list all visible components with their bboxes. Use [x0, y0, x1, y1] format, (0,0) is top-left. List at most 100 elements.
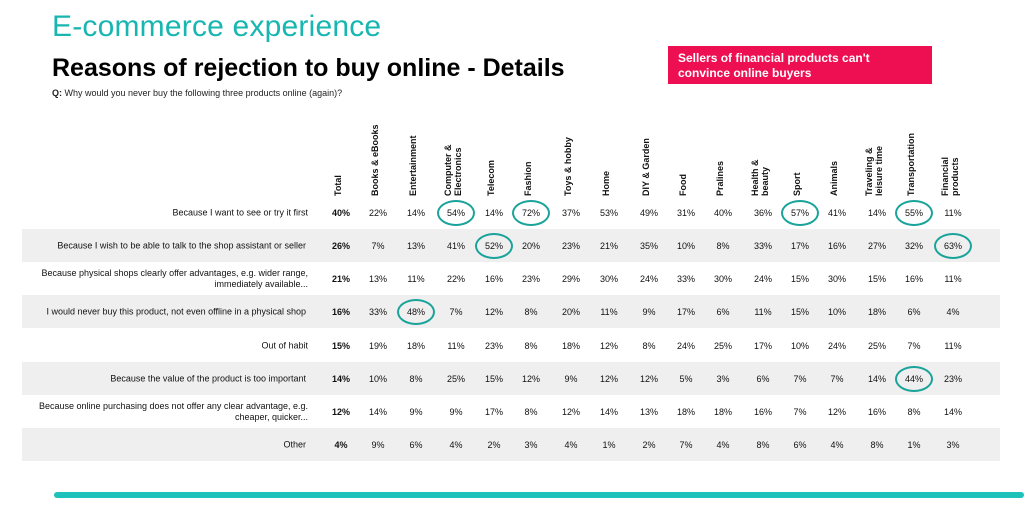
value-cell: 14% [368, 406, 387, 417]
highlight-ring [512, 199, 550, 226]
value-cell: 8% [642, 340, 656, 351]
table-row: Because the value of the product is too … [22, 362, 1000, 395]
value-cell: 16% [867, 406, 886, 417]
question-prefix: Q: [52, 88, 62, 98]
question-text: Q: Why would you never buy the following… [52, 88, 342, 98]
value-cell: 18% [713, 406, 732, 417]
value-cell: 11% [754, 306, 772, 317]
value-cell: 22% [446, 273, 465, 284]
column-header: Health & beauty [750, 108, 770, 196]
column-header: Computer & Electronics [443, 108, 463, 197]
total-cell: 21% [331, 273, 350, 284]
value-cell: 8% [409, 373, 423, 384]
value-cell: 24% [639, 273, 658, 284]
value-cell: 2% [642, 439, 656, 450]
value-cell: 36% [753, 207, 772, 218]
value-cell: 6% [907, 306, 921, 317]
highlight-ring [475, 232, 513, 259]
value-cell: 14% [867, 207, 886, 218]
footer-accent-bar [54, 492, 1024, 498]
row-label: Because the value of the product is too … [110, 373, 306, 383]
value-cell: 40% [713, 207, 732, 218]
column-header-label: Entertainment [408, 135, 418, 196]
value-cell: 31% [676, 207, 695, 218]
value-cell: 3% [524, 439, 538, 450]
value-cell: 8% [524, 406, 538, 417]
column-header: Food [676, 108, 690, 196]
highlight-ring [437, 199, 475, 226]
value-cell: 24% [827, 340, 846, 351]
column-header-label: Telecom [486, 160, 496, 196]
row-label: Because physical shops clearly offer adv… [41, 267, 309, 289]
value-cell: 33% [753, 240, 772, 251]
value-cell: 35% [639, 240, 658, 251]
page-title: Reasons of rejection to buy online - Det… [52, 54, 565, 82]
column-header-label: Pralines [715, 160, 725, 196]
highlight-ring [781, 199, 819, 226]
value-cell: 8% [716, 240, 730, 251]
row-label: Because I wish to be able to talk to the… [57, 240, 306, 250]
value-cell: 13% [368, 273, 387, 284]
value-cell: 6% [793, 439, 807, 450]
column-header: Pralines [713, 108, 727, 196]
value-cell: 20% [561, 306, 580, 317]
value-cell: 7% [679, 439, 693, 450]
value-cell: 33% [368, 306, 387, 317]
value-cell: 15% [790, 306, 809, 317]
value-cell: 12% [521, 373, 540, 384]
table-row: I would never buy this product, not even… [22, 295, 1000, 328]
table-row: Out of habit 15% 19% 18% 11% 23% 8% 18% 12% 8% 24%… [0, 329, 1024, 362]
value-cell: 10% [368, 373, 387, 384]
column-header: Toys & hobby [561, 108, 575, 196]
value-cell: 19% [368, 340, 387, 351]
column-header-label: Financial products [940, 156, 960, 196]
column-header: Financial products [940, 108, 960, 196]
row-label: Out of habit [261, 340, 308, 350]
highlight-ring [895, 365, 933, 392]
value-cell: 15% [867, 273, 886, 284]
value-cell: 4% [946, 306, 960, 317]
column-header: Animals [827, 108, 841, 196]
highlight-ring [895, 199, 933, 226]
value-cell: 23% [943, 373, 962, 384]
column-header-label: Animals [829, 160, 839, 196]
value-cell: 8% [524, 340, 538, 351]
value-cell: 4% [449, 439, 463, 450]
column-header: Home [599, 108, 613, 196]
column-header-label: Toys & hobby [563, 137, 573, 196]
row-label: I would never buy this product, not even… [46, 306, 307, 316]
column-header: Fashion [521, 108, 535, 196]
value-cell: 14% [406, 207, 425, 218]
table-row: Because online purchasing does not offer… [0, 395, 1024, 428]
value-cell: 1% [907, 439, 921, 450]
column-header-label: Fashion [523, 161, 533, 196]
total-cell: 40% [331, 207, 350, 218]
value-cell: 21% [599, 240, 618, 251]
value-cell: 14% [943, 406, 962, 417]
value-cell: 6% [409, 439, 423, 450]
value-cell: 18% [561, 340, 580, 351]
column-header-label: Home [601, 170, 611, 196]
value-cell: 9% [371, 439, 385, 450]
value-cell: 11% [944, 273, 962, 284]
value-cell: 25% [867, 340, 886, 351]
value-cell: 24% [676, 340, 695, 351]
value-cell: 16% [484, 273, 503, 284]
value-cell: 17% [790, 240, 809, 251]
column-header-label: Books & eBooks [370, 124, 380, 196]
column-header-label: Food [678, 174, 688, 196]
value-cell: 18% [867, 306, 886, 317]
value-cell: 4% [716, 439, 730, 450]
value-cell: 14% [484, 207, 503, 218]
column-header: Books & eBooks [368, 108, 382, 196]
value-cell: 20% [521, 240, 540, 251]
value-cell: 41% [446, 240, 465, 251]
value-cell: 4% [564, 439, 578, 450]
value-cell: 8% [524, 306, 538, 317]
value-cell: 17% [484, 406, 503, 417]
value-cell: 24% [753, 273, 772, 284]
value-cell: 9% [642, 306, 656, 317]
value-cell: 14% [867, 373, 886, 384]
value-cell: 7% [793, 406, 807, 417]
value-cell: 6% [756, 373, 770, 384]
